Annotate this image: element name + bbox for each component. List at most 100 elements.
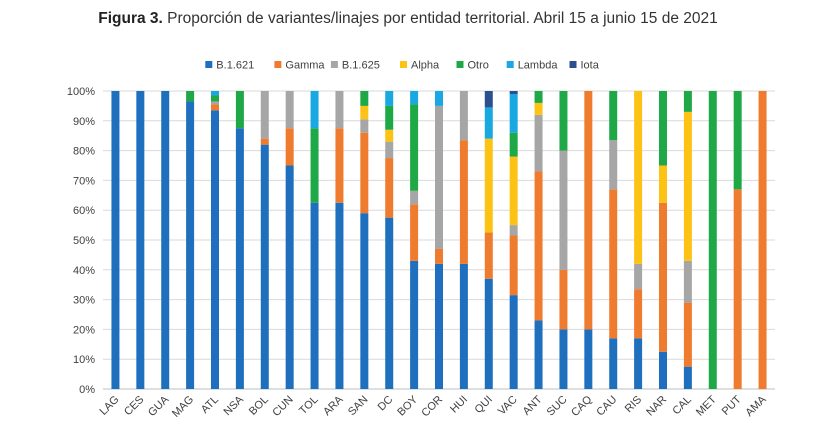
bar-ant-b-1-625 [534, 114, 543, 172]
bar-nar-b-1-621 [659, 351, 667, 389]
bar-vac-gamma [509, 235, 518, 296]
bar-qui-lambda [484, 107, 493, 139]
legend: B.1.621 Gamma B.1.625 Alpha Otro Lambda Iota [205, 60, 600, 72]
bar-nsa-b-1-621 [235, 128, 244, 389]
bar-cun-b-1-625 [285, 91, 294, 129]
legend-label-gamma: Gamma [285, 60, 325, 72]
bar-san-b-1-621 [360, 213, 369, 389]
bar-ant-gamma [534, 171, 543, 321]
bar-met-otro [708, 91, 717, 389]
y-tick-label: 90% [73, 116, 95, 128]
x-tick-label-san: SAN [346, 394, 371, 419]
chart-title: Figura 3. Proporción de variantes/linaje… [0, 10, 816, 28]
bar-san-otro [360, 91, 369, 106]
bar-tol-lambda [310, 91, 319, 129]
y-tick-label: 30% [73, 295, 95, 307]
bar-qui-b-1-621 [484, 278, 493, 389]
bar-vac-alpha [509, 156, 518, 226]
x-tick-label-boy: BOY [395, 393, 420, 418]
y-tick-label: 70% [73, 175, 95, 187]
bar-ris-b-1-621 [634, 338, 643, 389]
bar-dc-gamma [385, 158, 394, 218]
bar-boy-lambda [410, 91, 419, 105]
x-tick-label-vac: VAC [496, 394, 520, 418]
x-tick-label-tol: TOL [297, 394, 320, 417]
legend-label-b-1-621: B.1.621 [216, 60, 254, 72]
bar-ara-b-1-621 [335, 202, 344, 389]
y-tick-label: 80% [73, 146, 95, 158]
bar-vac-otro [509, 132, 518, 157]
bar-ris-gamma [634, 289, 643, 339]
bar-san-alpha [360, 105, 369, 120]
bar-cal-otro [683, 91, 692, 112]
bar-dc-otro [385, 105, 394, 130]
bar-ris-alpha [634, 91, 643, 264]
chart-title-prefix: Figura 3. [98, 10, 163, 27]
legend-swatch-alpha [400, 61, 407, 68]
x-tick-label-suc: SUC [545, 394, 570, 419]
bar-suc-gamma [559, 269, 568, 330]
bar-suc-b-1-621 [559, 329, 568, 389]
bar-caq-gamma [584, 91, 593, 330]
bar-cun-gamma [285, 128, 294, 166]
legend-swatch-lambda [506, 61, 514, 68]
bar-qui-gamma [484, 232, 493, 279]
x-tick-label-met: MET [694, 393, 719, 418]
legend-swatch-b-1-625 [330, 61, 338, 68]
bar-hui-b-1-621 [459, 263, 468, 389]
bar-nsa-otro [235, 91, 244, 129]
bar-mag-otro [186, 91, 195, 102]
bars [111, 91, 767, 390]
x-tick-label-hui: HUI [448, 394, 470, 416]
x-tick-label-ara: ARA [321, 393, 346, 418]
legend-swatch-otro [456, 61, 464, 68]
bar-put-otro [733, 91, 742, 190]
x-tick-label-ces: CES [122, 394, 146, 418]
bar-atl-b-1-625 [211, 101, 219, 105]
legend-label-alpha: Alpha [411, 60, 440, 72]
bar-ces-b-1-621 [136, 91, 145, 389]
bar-ris-b-1-625 [634, 263, 643, 290]
legend-swatch-iota [569, 61, 577, 68]
bar-caq-b-1-621 [584, 329, 593, 389]
bar-dc-b-1-621 [385, 217, 394, 389]
bar-put-gamma [733, 189, 742, 389]
x-tick-label-gua: GUA [146, 393, 172, 419]
bar-atl-lambda [211, 91, 219, 96]
legend-label-lambda: Lambda [518, 60, 559, 72]
bar-ant-alpha [534, 102, 543, 115]
bar-hui-gamma [459, 140, 468, 264]
legend-label-iota: Iota [581, 60, 600, 72]
legend-label-b-1-625: B.1.625 [342, 60, 380, 72]
x-tick-label-cun: CUN [270, 394, 295, 419]
bar-bol-b-1-625 [260, 91, 269, 139]
x-tick-label-lag: LAG [98, 394, 122, 418]
bar-san-gamma [360, 132, 369, 214]
legend-swatch-gamma [274, 61, 282, 68]
bar-boy-b-1-621 [410, 260, 419, 389]
y-tick-label: 10% [73, 354, 95, 366]
x-tick-label-caq: CAQ [569, 393, 595, 419]
bar-cal-gamma [683, 302, 692, 367]
bar-cau-gamma [609, 189, 618, 339]
bar-dc-lambda [385, 91, 394, 106]
bar-gua-b-1-621 [161, 91, 170, 389]
bar-hui-b-1-625 [459, 91, 468, 141]
bar-cau-b-1-625 [609, 140, 618, 190]
bar-cau-b-1-621 [609, 338, 618, 389]
y-axis-ticks: 0% 10% 20% 30% 40% 50% 60% 70% 80% 90% 100% [67, 86, 95, 396]
y-tick-label: 20% [73, 324, 95, 336]
bar-atl-otro [211, 95, 219, 102]
x-tick-label-cau: CAU [594, 394, 619, 419]
bar-ant-b-1-621 [534, 320, 543, 389]
bar-cal-b-1-625 [683, 260, 692, 303]
x-tick-label-cal: CAL [670, 394, 694, 418]
bar-suc-b-1-625 [559, 150, 568, 270]
x-tick-label-bol: BOL [247, 394, 271, 418]
bar-tol-b-1-621 [310, 202, 319, 389]
bar-vac-b-1-621 [509, 295, 518, 389]
y-tick-label: 60% [73, 205, 95, 217]
bar-mag-b-1-621 [186, 101, 195, 390]
x-tick-label-mag: MAG [170, 394, 196, 420]
